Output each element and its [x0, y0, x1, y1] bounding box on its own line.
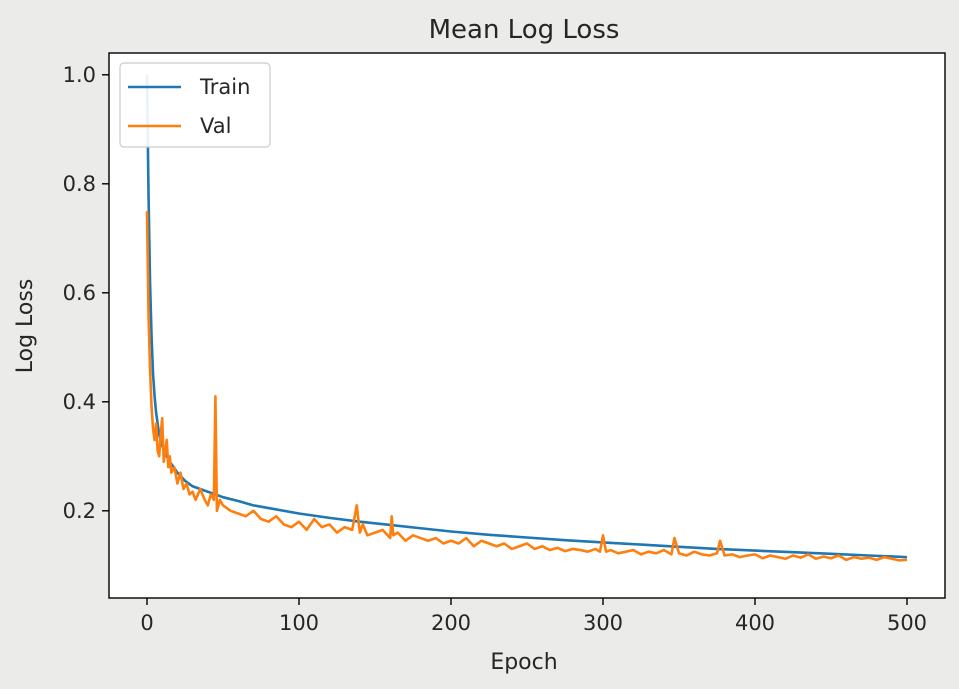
- x-tick-label: 300: [583, 611, 623, 635]
- legend: Train Val: [119, 62, 271, 148]
- x-tick-label: 0: [140, 611, 153, 635]
- x-axis: 0 100 200 300 400 500: [140, 598, 927, 635]
- y-axis-label: Log Loss: [13, 279, 38, 374]
- y-axis: 0.2 0.4 0.6 0.8 1.0: [63, 63, 109, 523]
- series-layer: [145, 74, 908, 562]
- plot-frame: [108, 52, 946, 599]
- series-line-val: [145, 211, 908, 562]
- y-tick-label: 0.8: [63, 172, 96, 196]
- x-tick-label: 400: [735, 611, 775, 635]
- y-tick-label: 1.0: [63, 63, 96, 87]
- y-tick-label: 0.2: [63, 499, 96, 523]
- chart-title: Mean Log Loss: [429, 15, 620, 45]
- x-tick-label: 200: [431, 611, 471, 635]
- x-axis-label: Epoch: [490, 650, 557, 675]
- x-tick-label: 100: [279, 611, 319, 635]
- y-tick-label: 0.6: [63, 281, 96, 305]
- y-tick-label: 0.4: [63, 390, 96, 414]
- legend-label-train: Train: [199, 75, 250, 99]
- x-tick-label: 500: [887, 611, 927, 635]
- legend-label-val: Val: [200, 114, 231, 138]
